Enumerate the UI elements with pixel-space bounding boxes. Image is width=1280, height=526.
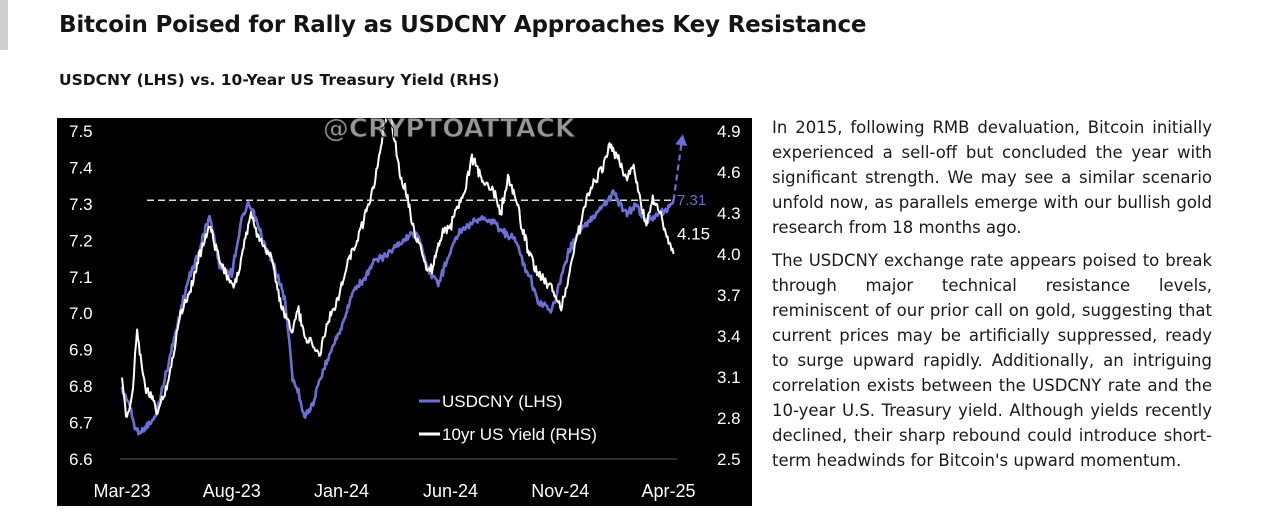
right-tick-label: 2.5 [717, 450, 741, 469]
right-tick-label: 3.4 [717, 327, 741, 346]
right-tick-label: 4.3 [717, 204, 741, 223]
projection-arrow-head [675, 134, 688, 147]
left-edge-bar [0, 0, 8, 50]
x-tick-label: Mar-23 [93, 481, 150, 501]
left-tick-label: 6.9 [69, 341, 93, 360]
projection-arrow [672, 138, 684, 201]
left-tick-label: 7.1 [69, 268, 93, 287]
right-tick-label: 4.9 [717, 122, 741, 141]
series-line-us10y [121, 118, 675, 418]
left-tick-label: 7.4 [69, 158, 93, 177]
left-tick-label: 6.6 [69, 450, 93, 469]
x-tick-label: Apr-25 [642, 481, 696, 501]
left-axis: 6.6 6.7 6.8 6.9 7.0 7.1 7.2 7.3 7.4 7.5 [69, 122, 93, 469]
watermark: @CRYPTOATTACK [323, 118, 576, 144]
right-axis: 2.5 2.8 3.1 3.4 3.7 4.0 4.3 4.6 4.9 [717, 122, 741, 469]
right-tick-label: 3.1 [717, 368, 741, 387]
article-text: In 2015, following RMB devaluation, Bitc… [772, 115, 1212, 481]
legend-label: 10yr US Yield (RHS) [442, 425, 597, 444]
left-tick-label: 7.2 [69, 231, 93, 250]
x-tick-label: Jun-24 [423, 481, 478, 501]
left-tick-label: 6.7 [69, 414, 93, 433]
x-tick-label: Aug-23 [203, 481, 261, 501]
left-tick-label: 7.3 [69, 195, 93, 214]
chart-title: USDCNY (LHS) vs. 10-Year US Treasury Yie… [59, 71, 500, 89]
left-tick-label: 7.0 [69, 304, 93, 323]
right-tick-label: 2.8 [717, 409, 741, 428]
chart-panel: 6.6 6.7 6.8 6.9 7.0 7.1 7.2 7.3 7.4 7.5 2.5 2.8 3.1… [57, 118, 752, 506]
series-layer [120, 118, 675, 436]
last-yield-label: 4.15 [677, 225, 710, 244]
right-tick-label: 3.7 [717, 286, 741, 305]
paragraph-2: The USDCNY exchange rate appears poised … [772, 251, 1212, 470]
page-title: Bitcoin Poised for Rally as USDCNY Appro… [59, 12, 867, 38]
right-tick-label: 4.6 [717, 163, 741, 182]
resistance-label: 7.31 [677, 192, 706, 209]
left-tick-label: 7.5 [69, 122, 93, 141]
chart-svg: 6.6 6.7 6.8 6.9 7.0 7.1 7.2 7.3 7.4 7.5 2.5 2.8 3.1… [69, 118, 741, 501]
x-axis: Mar-23 Aug-23 Jan-24 Jun-24 Nov-24 Apr-25 [93, 481, 695, 501]
right-tick-label: 4.0 [717, 245, 741, 264]
legend: USDCNY (LHS) 10yr US Yield (RHS) [419, 392, 597, 444]
left-tick-label: 6.8 [69, 377, 93, 396]
x-tick-label: Jan-24 [314, 481, 369, 501]
paragraph-1: In 2015, following RMB devaluation, Bitc… [772, 118, 1212, 237]
series-line-usdcny [120, 189, 675, 436]
x-tick-label: Nov-24 [531, 481, 589, 501]
legend-label: USDCNY (LHS) [442, 392, 563, 411]
